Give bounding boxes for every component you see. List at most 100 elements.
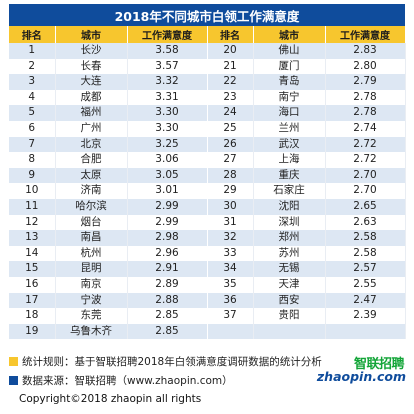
- rank-cell: 8: [9, 152, 56, 168]
- header-score-right: 工作满意度: [325, 26, 406, 43]
- city-cell: 天津: [253, 276, 326, 293]
- score-cell: 2.88: [127, 292, 208, 309]
- score-cell: 2.96: [127, 245, 208, 262]
- city-cell: 上海: [253, 152, 326, 168]
- table-row: 6 广州 3.30 25 兰州 2.74: [9, 120, 406, 137]
- score-cell: 3.30: [127, 105, 208, 121]
- ranking-panel: 2018年不同城市白领工作满意度 排名 城市 工作满意度 排名 城市 工作满意度…: [9, 4, 406, 340]
- rank-cell: 7: [9, 136, 56, 153]
- rank-cell: 32: [207, 230, 254, 246]
- logo-cn-text: 智联招聘: [353, 357, 405, 372]
- rank-cell: 2: [9, 58, 56, 75]
- header-rank-right: 排名: [207, 26, 254, 43]
- city-cell: 厦门: [253, 58, 326, 75]
- rank-cell: 23: [207, 89, 254, 106]
- rank-cell: 27: [207, 152, 254, 168]
- footnotes: 统计规则：基于智联招聘2018年白领满意度调研数据的统计分析 数据来源：智联招聘…: [9, 352, 405, 390]
- score-cell: 2.74: [325, 120, 406, 137]
- header-city-right: 城市: [253, 26, 326, 43]
- score-cell: 2.39: [325, 308, 406, 324]
- score-cell: 2.70: [325, 167, 406, 184]
- city-cell: 广州: [55, 120, 128, 137]
- city-cell: 长春: [55, 58, 128, 75]
- table-row: 19 乌鲁木齐 2.85: [9, 323, 406, 340]
- city-cell: 南宁: [253, 89, 326, 106]
- score-cell: 2.80: [325, 58, 406, 75]
- table-row: 3 大连 3.32 22 青岛 2.79: [9, 74, 406, 90]
- header-city-left: 城市: [55, 26, 128, 43]
- city-cell: [253, 323, 326, 340]
- yellow-bullet-icon: [9, 357, 18, 366]
- table-row: 13 南昌 2.98 32 郑州 2.58: [9, 230, 406, 246]
- score-cell: 2.57: [325, 261, 406, 277]
- ranking-table: 排名 城市 工作满意度 排名 城市 工作满意度 1 长沙 3.58 20 佛山 2.83 2…: [9, 26, 406, 340]
- score-cell: 2.55: [325, 276, 406, 293]
- city-cell: 济南: [55, 183, 128, 199]
- rank-cell: 13: [9, 230, 56, 246]
- table-row: 16 南京 2.89 35 天津 2.55: [9, 276, 406, 293]
- city-cell: 苏州: [253, 245, 326, 262]
- rank-cell: 10: [9, 183, 56, 199]
- score-cell: 2.47: [325, 292, 406, 309]
- table-row: 12 烟台 2.99 31 深圳 2.63: [9, 214, 406, 231]
- table-row: 5 福州 3.30 24 海口 2.78: [9, 105, 406, 121]
- score-cell: 3.01: [127, 183, 208, 199]
- header-row: 排名 城市 工作满意度 排名 城市 工作满意度: [9, 26, 406, 43]
- note-source: 数据来源：智联招聘（www.zhaopin.com）: [9, 371, 405, 390]
- table-row: 11 哈尔滨 2.99 30 沈阳 2.65: [9, 198, 406, 215]
- city-cell: 青岛: [253, 74, 326, 90]
- score-cell: 2.70: [325, 183, 406, 199]
- rank-cell: 31: [207, 214, 254, 231]
- table-row: 14 杭州 2.96 33 苏州 2.58: [9, 245, 406, 262]
- score-cell: 2.85: [127, 323, 208, 340]
- rank-cell: [207, 323, 254, 340]
- table-row: 8 合肥 3.06 27 上海 2.72: [9, 152, 406, 168]
- table-row: 10 济南 3.01 29 石家庄 2.70: [9, 183, 406, 199]
- city-cell: 南京: [55, 276, 128, 293]
- city-cell: 杭州: [55, 245, 128, 262]
- rank-cell: 21: [207, 58, 254, 75]
- note-rule-text: 统计规则：基于智联招聘2018年白领满意度调研数据的统计分析: [22, 356, 322, 368]
- score-cell: 2.65: [325, 198, 406, 215]
- table-row: 2 长春 3.57 21 厦门 2.80: [9, 58, 406, 75]
- score-cell: 3.32: [127, 74, 208, 90]
- score-cell: 2.72: [325, 136, 406, 153]
- rank-cell: 4: [9, 89, 56, 106]
- rank-cell: 15: [9, 261, 56, 277]
- score-cell: [325, 323, 406, 340]
- city-cell: 太原: [55, 167, 128, 184]
- score-cell: 2.78: [325, 105, 406, 121]
- rank-cell: 18: [9, 308, 56, 324]
- score-cell: 2.58: [325, 230, 406, 246]
- score-cell: 3.57: [127, 58, 208, 75]
- rank-cell: 33: [207, 245, 254, 262]
- city-cell: 大连: [55, 74, 128, 90]
- table-row: 15 昆明 2.91 34 无锡 2.57: [9, 261, 406, 277]
- score-cell: 2.99: [127, 214, 208, 231]
- rank-cell: 22: [207, 74, 254, 90]
- city-cell: 海口: [253, 105, 326, 121]
- city-cell: 福州: [55, 105, 128, 121]
- city-cell: 哈尔滨: [55, 198, 128, 215]
- city-cell: 乌鲁木齐: [55, 323, 128, 340]
- city-cell: 佛山: [253, 43, 326, 59]
- rank-cell: 14: [9, 245, 56, 262]
- score-cell: 2.72: [325, 152, 406, 168]
- rank-cell: 36: [207, 292, 254, 309]
- score-cell: 3.06: [127, 152, 208, 168]
- city-cell: 长沙: [55, 43, 128, 59]
- city-cell: 西安: [253, 292, 326, 309]
- rank-cell: 24: [207, 105, 254, 121]
- score-cell: 2.79: [325, 74, 406, 90]
- table-row: 4 成都 3.31 23 南宁 2.78: [9, 89, 406, 106]
- score-cell: 2.91: [127, 261, 208, 277]
- rank-cell: 20: [207, 43, 254, 59]
- city-cell: 烟台: [55, 214, 128, 231]
- rank-cell: 3: [9, 74, 56, 90]
- table-row: 9 太原 3.05 28 重庆 2.70: [9, 167, 406, 184]
- city-cell: 昆明: [55, 261, 128, 277]
- score-cell: 2.89: [127, 276, 208, 293]
- score-cell: 3.05: [127, 167, 208, 184]
- city-cell: 石家庄: [253, 183, 326, 199]
- city-cell: 兰州: [253, 120, 326, 137]
